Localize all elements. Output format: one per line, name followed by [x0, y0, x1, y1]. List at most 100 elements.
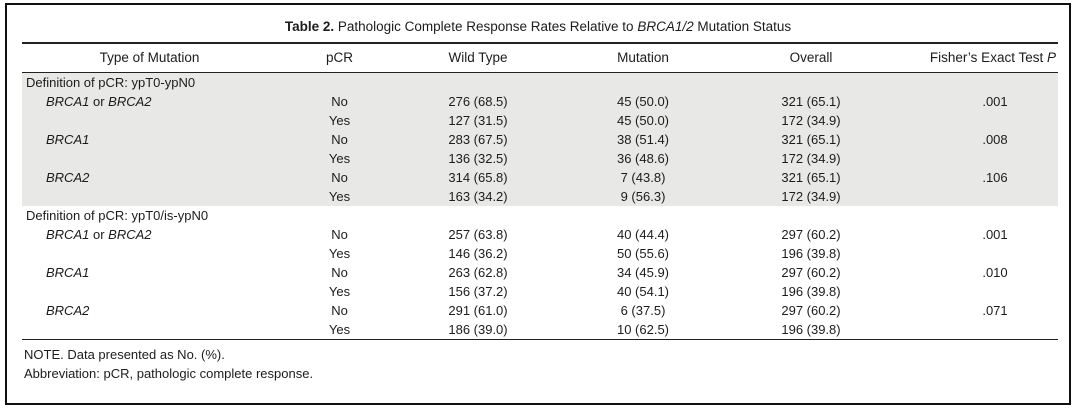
cell-overall: 196 (39.8) — [732, 320, 890, 340]
cell-wild-type: 263 (62.8) — [448, 265, 508, 280]
column-header-wild-type: Wild Type — [402, 42, 554, 73]
cell-p-value — [890, 244, 1058, 263]
table-title-gene: BRCA1/2 — [637, 19, 694, 34]
cell-p-value — [890, 187, 1058, 206]
column-header-fishers-exact-test-p: Fisher’s Exact Test P — [890, 42, 1058, 73]
cell-mutation-type: BRCA2 — [46, 170, 90, 185]
cell-wild-type: 257 (63.8) — [448, 227, 508, 242]
cell-wild-type: 283 (67.5) — [448, 132, 508, 147]
cell-mutation-type — [22, 282, 277, 301]
table-title-label: Table 2. — [284, 19, 335, 34]
cell-pcr: No — [331, 265, 348, 280]
cell-pcr: Yes — [328, 151, 351, 166]
cell-pcr: Yes — [328, 246, 351, 261]
cell-pcr: Yes — [277, 320, 402, 340]
cell-overall: 196 (39.8) — [781, 246, 841, 261]
table-row: Yes 156 (37.2) 40 (54.1) 196 (39.8) — [22, 282, 1058, 301]
cell-wild-type: 276 (68.5) — [448, 94, 508, 109]
cell-pcr: Yes — [328, 284, 351, 299]
table-row: BRCA2 No 291 (61.0) 6 (37.5) 297 (60.2) .071 — [22, 301, 1058, 320]
cell-mutation-type — [22, 187, 277, 206]
cell-overall: 196 (39.8) — [781, 284, 841, 299]
cell-wild-type: 156 (37.2) — [448, 284, 508, 299]
cell-p-value: .008 — [982, 132, 1008, 147]
cell-wild-type: 314 (65.8) — [448, 170, 508, 185]
cell-pcr: No — [331, 94, 348, 109]
table-row: Yes 186 (39.0) 10 (62.5) 196 (39.8) — [22, 320, 1058, 340]
table-row: Yes 163 (34.2) 9 (56.3) 172 (34.9) — [22, 187, 1058, 206]
cell-p-value: .071 — [982, 303, 1008, 318]
cell-pcr: No — [331, 132, 348, 147]
cell-overall: 297 (60.2) — [781, 303, 841, 318]
cell-mutation: 38 (51.4) — [616, 132, 670, 147]
section-header-row: Definition of pCR: ypT0/is-ypN0 — [22, 206, 1058, 225]
cell-mutation-type: BRCA1 or BRCA2 — [46, 94, 152, 109]
cell-wild-type: 136 (32.5) — [448, 151, 508, 166]
section-label: Definition of pCR: ypT0-ypN0 — [26, 75, 196, 90]
pcr-rates-table: Type of Mutation pCR Wild Type Mutation … — [22, 42, 1058, 340]
table-body: Definition of pCR: ypT0-ypN0 BRCA1 or BRC… — [22, 72, 1058, 340]
table-title-suffix: Mutation Status — [697, 19, 792, 34]
cell-mutation: 40 (54.1) — [616, 284, 670, 299]
cell-pcr: Yes — [328, 189, 351, 204]
table-title-text: Pathologic Complete Response Rates Relat… — [337, 19, 634, 34]
cell-mutation-type: BRCA1 or BRCA2 — [46, 227, 152, 242]
cell-p-value — [890, 149, 1058, 168]
table-row: BRCA1 or BRCA2 No 257 (63.8) 40 (44.4) 297 (… — [22, 225, 1058, 244]
column-header-mutation: Mutation — [554, 42, 732, 73]
cell-overall: 297 (60.2) — [781, 227, 841, 242]
cell-mutation: 9 (56.3) — [620, 189, 666, 204]
section-label: Definition of pCR: ypT0/is-ypN0 — [26, 208, 209, 223]
cell-pcr: No — [331, 227, 348, 242]
table-header: Type of Mutation pCR Wild Type Mutation … — [22, 42, 1058, 73]
cell-overall: 321 (65.1) — [781, 170, 841, 185]
cell-wild-type: 291 (61.0) — [448, 303, 508, 318]
table-container: Table 2. Pathologic Complete Response Ra… — [7, 5, 1069, 383]
cell-mutation: 34 (45.9) — [616, 265, 670, 280]
table-footnotes: NOTE. Data presented as No. (%). Abbrevi… — [22, 340, 1054, 383]
column-header-overall: Overall — [732, 42, 890, 73]
cell-mutation: 45 (50.0) — [616, 113, 670, 128]
table-row: BRCA2 No 314 (65.8) 7 (43.8) 321 (65.1) .106 — [22, 168, 1058, 187]
cell-wild-type: 127 (31.5) — [448, 113, 508, 128]
cell-overall: 321 (65.1) — [781, 132, 841, 147]
cell-mutation-type — [22, 244, 277, 263]
column-header-pcr: pCR — [277, 42, 402, 73]
cell-mutation-type — [22, 320, 277, 340]
cell-p-value: .001 — [982, 227, 1008, 242]
fisher-header-text: Fisher’s Exact Test — [929, 50, 1044, 65]
cell-wild-type: 186 (39.0) — [402, 320, 554, 340]
cell-wild-type: 163 (34.2) — [448, 189, 508, 204]
cell-mutation-type: BRCA1 — [46, 132, 90, 147]
cell-p-value — [890, 111, 1058, 130]
cell-mutation: 7 (43.8) — [620, 170, 666, 185]
table-row: Yes 136 (32.5) 36 (48.6) 172 (34.9) — [22, 149, 1058, 168]
cell-mutation: 36 (48.6) — [616, 151, 670, 166]
table-row: BRCA1 No 283 (67.5) 38 (51.4) 321 (65.1) .008 — [22, 130, 1058, 149]
cell-mutation-type — [22, 149, 277, 168]
table-note: NOTE. Data presented as No. (%). — [24, 347, 225, 362]
cell-p-value — [890, 320, 1058, 340]
cell-mutation: 40 (44.4) — [616, 227, 670, 242]
cell-p-value: .106 — [982, 170, 1008, 185]
table-row: BRCA1 No 263 (62.8) 34 (45.9) 297 (60.2) .010 — [22, 263, 1058, 282]
section-header-row: Definition of pCR: ypT0-ypN0 — [22, 72, 1058, 92]
cell-overall: 321 (65.1) — [781, 94, 841, 109]
table-title: Table 2. Pathologic Complete Response Ra… — [22, 12, 1054, 42]
cell-mutation: 45 (50.0) — [616, 94, 670, 109]
cell-mutation-type: BRCA2 — [46, 303, 90, 318]
cell-p-value: .010 — [982, 265, 1008, 280]
cell-wild-type: 146 (36.2) — [448, 246, 508, 261]
table-row: Yes 146 (36.2) 50 (55.6) 196 (39.8) — [22, 244, 1058, 263]
cell-mutation-type — [22, 111, 277, 130]
cell-p-value — [890, 282, 1058, 301]
table-row: Yes 127 (31.5) 45 (50.0) 172 (34.9) — [22, 111, 1058, 130]
cell-overall: 172 (34.9) — [781, 113, 841, 128]
cell-overall: 172 (34.9) — [781, 189, 841, 204]
cell-mutation: 50 (55.6) — [616, 246, 670, 261]
paper-table-figure: Table 2. Pathologic Complete Response Ra… — [5, 3, 1071, 405]
cell-p-value: .001 — [982, 94, 1008, 109]
cell-mutation-type: BRCA1 — [46, 265, 90, 280]
cell-pcr: No — [331, 303, 348, 318]
cell-mutation: 6 (37.5) — [620, 303, 666, 318]
